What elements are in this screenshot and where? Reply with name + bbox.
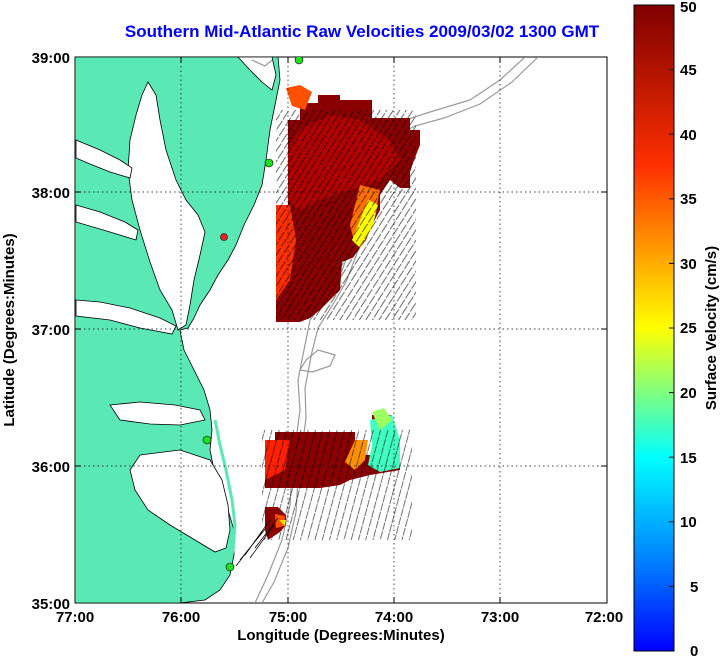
x-tick-label: 77:00 (56, 609, 94, 626)
y-tick-label: 35:00 (32, 596, 70, 613)
colorbar-tick-label: 10 (680, 514, 697, 531)
hatteras-vector-arrows (235, 517, 279, 567)
rappahannock-river (75, 204, 139, 241)
colorbar-tick-label: 30 (680, 256, 697, 273)
map-title: Southern Mid-Atlantic Raw Velocities 200… (124, 22, 600, 41)
pamlico-sound (129, 449, 231, 553)
colorbar-tick-label: 20 (680, 385, 697, 402)
x-tick-label: 72:00 (585, 609, 623, 626)
albemarle-sound (109, 401, 206, 426)
y-tick-label: 39:00 (32, 50, 70, 67)
radar-station-active (264, 158, 274, 168)
north-field-small (286, 85, 312, 110)
radar-station-active (294, 57, 304, 65)
radar-stations (202, 57, 304, 572)
radar-station-inactive (220, 233, 228, 241)
colorbar (633, 4, 675, 652)
potomac-river (75, 139, 133, 179)
radar-station-active (202, 435, 212, 445)
colorbar-tick-label: 45 (680, 62, 697, 79)
y-axis-label: Latitude (Degrees:Minutes) (1, 233, 18, 426)
james-river (75, 299, 177, 335)
colorbar-label: Surface Velocity (cm/s) (703, 246, 720, 410)
x-tick-label: 74:00 (375, 609, 413, 626)
colorbar-tick-label: 15 (680, 450, 697, 467)
x-tick-label: 75:00 (269, 609, 307, 626)
outer-banks (213, 419, 237, 573)
radar-station-active (225, 562, 235, 572)
hatteras-field-yellow (279, 520, 286, 526)
colorbar-tick-label: 5 (690, 579, 698, 596)
colorbar-tick-label: 0 (690, 643, 698, 659)
chesapeake-bay (127, 81, 206, 331)
south-vector-arrows (262, 430, 412, 540)
colorbar-tick-label: 35 (680, 191, 697, 208)
colorbar-tick-label: 40 (680, 127, 697, 144)
x-axis-label: Longitude (Degrees:Minutes) (237, 627, 445, 644)
grid-lines (75, 57, 607, 603)
x-tick-label: 76:00 (162, 609, 200, 626)
y-tick-label: 36:00 (32, 459, 70, 476)
axis-ticks (75, 57, 607, 603)
colorbar-tick-label: 50 (680, 0, 697, 16)
colorbar-ticks (669, 4, 674, 587)
y-tick-label: 38:00 (32, 185, 70, 202)
north-vector-arrows (276, 110, 416, 320)
x-tick-label: 73:00 (481, 609, 519, 626)
south-field-green (372, 408, 392, 430)
colorbar-tick-label: 25 (680, 320, 697, 337)
y-tick-label: 37:00 (32, 322, 70, 339)
